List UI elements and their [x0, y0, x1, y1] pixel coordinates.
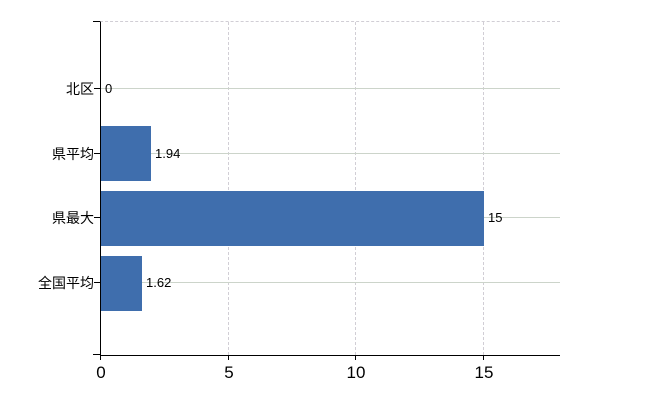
y-axis-tick-1 — [94, 153, 100, 154]
category-label-2: 県最大 — [52, 210, 94, 226]
horizontal-gridline-0 — [101, 88, 560, 89]
vertical-gridline-5 — [228, 22, 229, 355]
category-label-1: 県平均 — [52, 146, 94, 162]
x-axis-tick-0 — [100, 355, 101, 360]
bar-2 — [101, 191, 484, 246]
y-axis-end-tick-0 — [93, 21, 100, 22]
vertical-gridline-10 — [355, 22, 356, 355]
category-label-3: 全国平均 — [38, 275, 94, 291]
x-axis-tick-label-0: 0 — [96, 363, 106, 382]
y-axis-tick-3 — [94, 282, 100, 283]
x-axis-tick-15 — [483, 355, 484, 360]
bar-value-label-0: 0 — [105, 81, 113, 97]
x-axis-tick-10 — [355, 355, 356, 360]
vertical-gridline-15 — [483, 22, 484, 355]
bar-value-label-1: 1.94 — [155, 146, 181, 162]
plot-area: 0 1.94 15 1.62 — [100, 21, 560, 356]
y-axis-tick-0 — [94, 88, 100, 89]
bar-value-label-2: 15 — [488, 210, 503, 226]
horizontal-gridline-1 — [101, 153, 560, 154]
bar-value-label-3: 1.62 — [146, 275, 172, 291]
x-axis-tick-label-10: 10 — [346, 363, 366, 382]
bar-1 — [101, 126, 151, 181]
x-axis-tick-label-15: 15 — [474, 363, 494, 382]
horizontal-gridline-3 — [101, 282, 560, 283]
y-axis-end-tick-1 — [93, 354, 100, 355]
y-axis-tick-2 — [94, 217, 100, 218]
x-axis-tick-5 — [228, 355, 229, 360]
category-label-0: 北区 — [66, 81, 94, 97]
x-axis-tick-label-5: 5 — [224, 363, 234, 382]
bar-3 — [101, 256, 142, 311]
